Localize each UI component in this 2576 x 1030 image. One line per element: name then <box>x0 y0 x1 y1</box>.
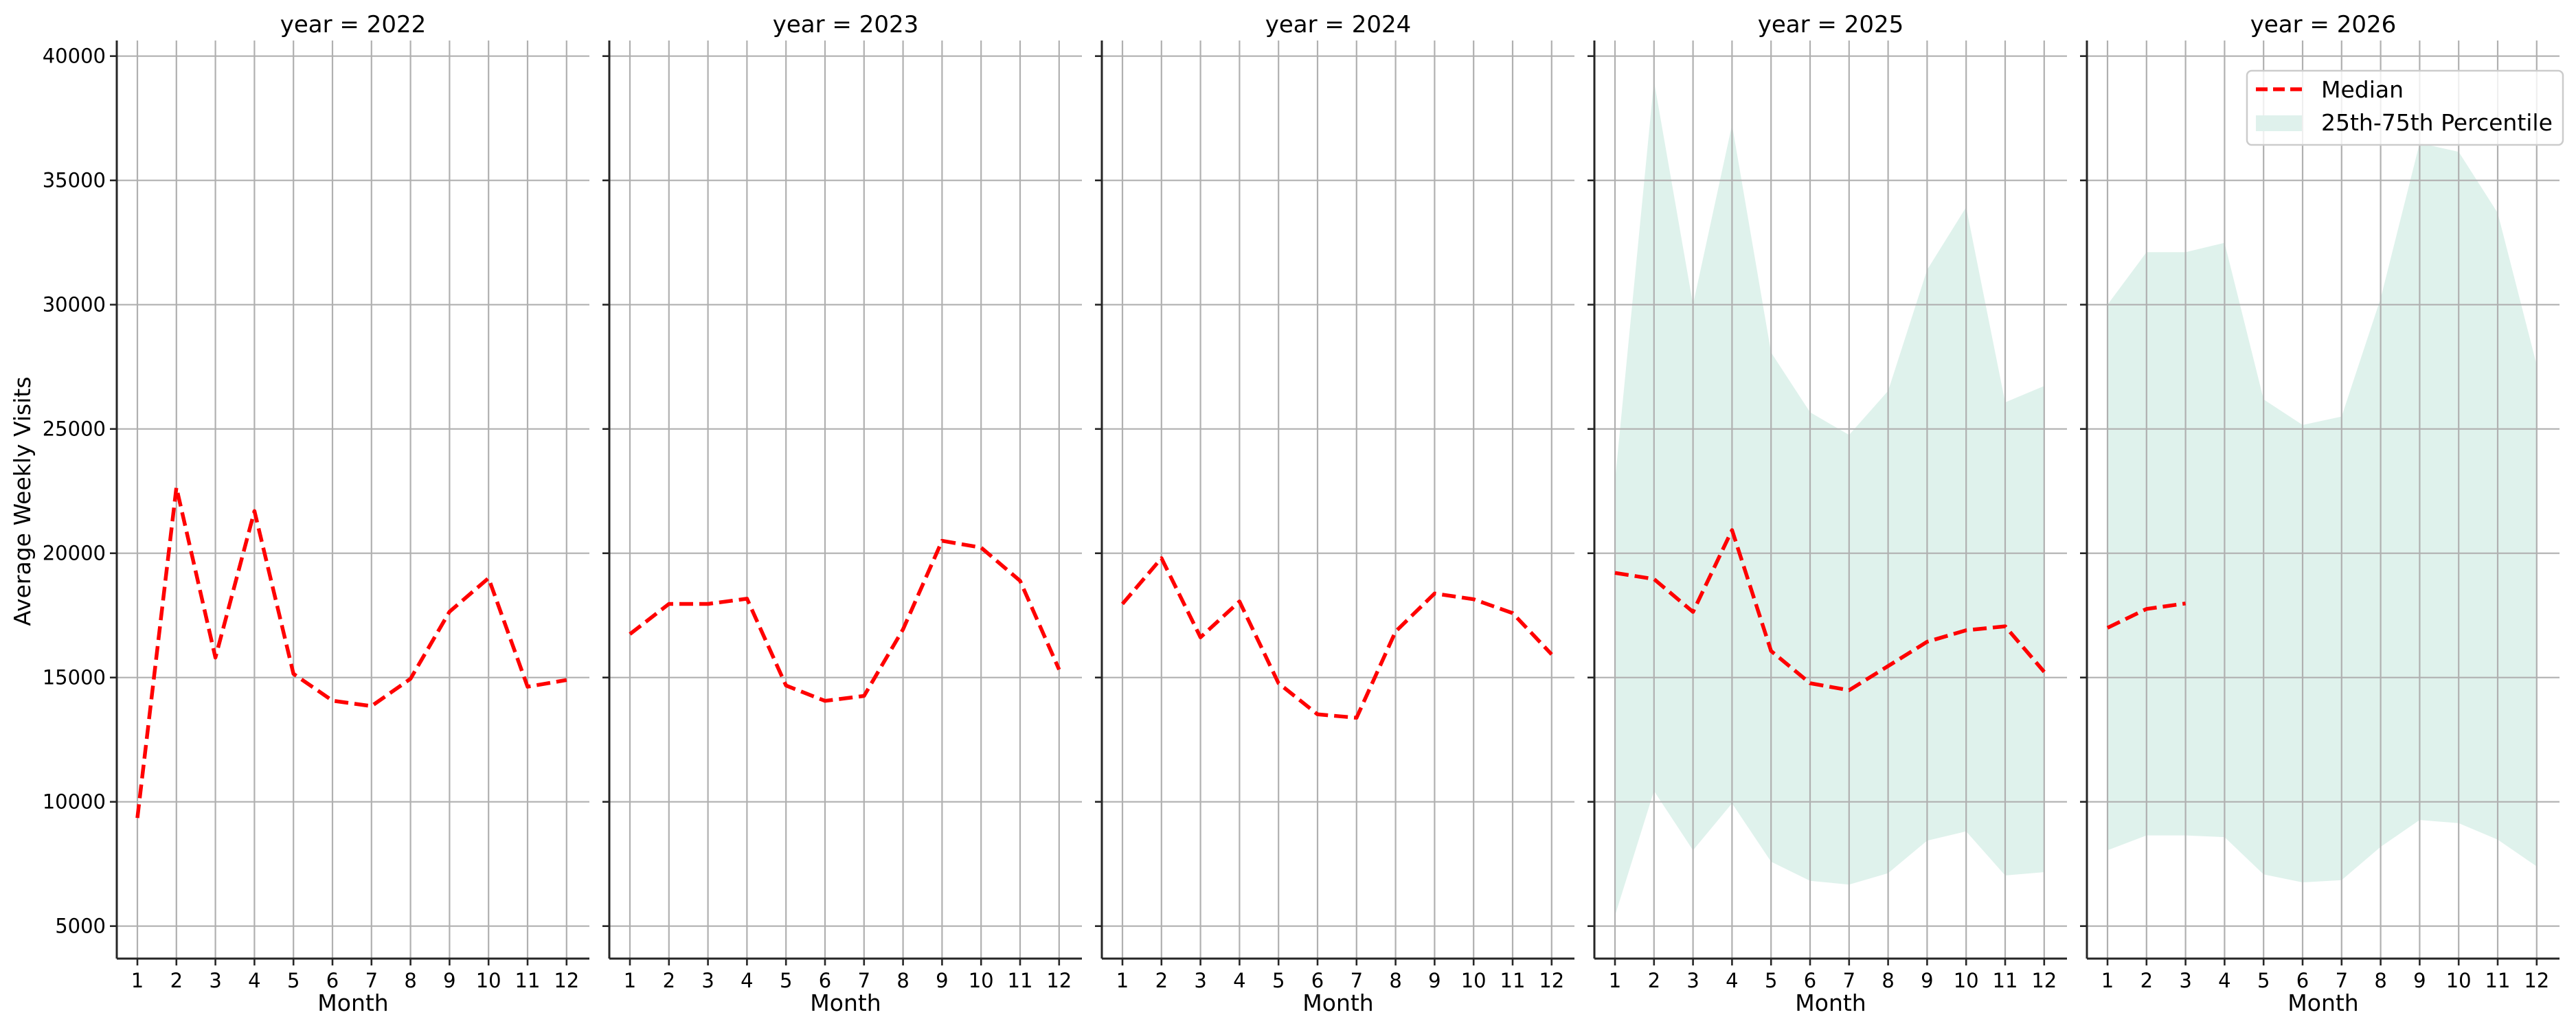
x-tick-label: 7 <box>1351 969 1363 992</box>
x-tick-label: 4 <box>741 969 753 992</box>
x-axis-label: Month <box>1795 989 1866 1016</box>
x-tick-label: 9 <box>1428 969 1440 992</box>
y-tick-label: 35000 <box>43 169 106 192</box>
x-tick-label: 9 <box>936 969 948 992</box>
x-tick-label: 8 <box>404 969 416 992</box>
panel-title: year = 2024 <box>1265 11 1411 38</box>
x-tick-label: 2 <box>663 969 675 992</box>
x-tick-label: 5 <box>287 969 300 992</box>
legend-band-label: 25th-75th Percentile <box>2321 109 2553 136</box>
x-tick-label: 12 <box>2524 969 2549 992</box>
x-tick-label: 10 <box>476 969 501 992</box>
x-tick-label: 5 <box>1765 969 1777 992</box>
x-tick-label: 6 <box>326 969 339 992</box>
percentile-band <box>1615 80 2044 916</box>
x-tick-label: 1 <box>2101 969 2114 992</box>
x-tick-label: 11 <box>1008 969 1033 992</box>
x-tick-label: 1 <box>131 969 144 992</box>
y-tick-label: 25000 <box>43 417 106 441</box>
median-line <box>2106 602 2186 630</box>
panel-title: year = 2023 <box>773 11 918 38</box>
x-tick-label: 2 <box>1155 969 1168 992</box>
x-tick-label: 10 <box>2446 969 2472 992</box>
x-tick-label: 4 <box>248 969 260 992</box>
median-line <box>629 538 1061 703</box>
y-axis-label: Average Weekly Visits <box>9 376 36 626</box>
x-tick-label: 6 <box>819 969 831 992</box>
x-tick-label: 10 <box>969 969 994 992</box>
x-tick-label: 11 <box>2485 969 2511 992</box>
y-tick-label: 20000 <box>43 542 106 565</box>
x-tick-label: 8 <box>1882 969 1894 992</box>
x-tick-label: 12 <box>1539 969 1564 992</box>
y-tick-label: 5000 <box>55 915 106 938</box>
legend-band-swatch-icon <box>2256 115 2302 131</box>
x-tick-label: 2 <box>170 969 183 992</box>
x-tick-label: 4 <box>2218 969 2230 992</box>
x-axis-label: Month <box>2287 989 2358 1016</box>
y-tick-label: 10000 <box>43 790 106 814</box>
x-tick-label: 7 <box>2336 969 2348 992</box>
x-axis-label: Month <box>1302 989 1373 1016</box>
x-tick-label: 8 <box>1389 969 1401 992</box>
x-tick-label: 11 <box>1993 969 2018 992</box>
x-tick-label: 7 <box>1843 969 1855 992</box>
y-tick-label: 30000 <box>43 293 106 317</box>
x-tick-label: 3 <box>209 969 221 992</box>
legend-median-label: Median <box>2321 76 2404 103</box>
legend-frame <box>2246 69 2564 146</box>
percentile-band <box>2108 143 2537 882</box>
x-axis-label: Month <box>317 989 388 1016</box>
x-axis-label: Month <box>810 989 881 1016</box>
x-tick-label: 2 <box>1648 969 1660 992</box>
x-tick-label: 1 <box>1116 969 1129 992</box>
facet-panel-2022: 5000 10000 15000 20000 25000 30000 35000 40000 1… <box>43 11 589 1016</box>
x-tick-label: 5 <box>780 969 792 992</box>
x-tick-label: 12 <box>2031 969 2057 992</box>
panel-title: year = 2025 <box>1758 11 1903 38</box>
x-tick-label: 3 <box>1194 969 1206 992</box>
chart-panels: 5000 10000 15000 20000 25000 30000 35000 40000 1… <box>43 11 2560 1016</box>
x-tick-label: 11 <box>515 969 541 992</box>
x-tick-label: 3 <box>1686 969 1699 992</box>
x-tick-label: 6 <box>1311 969 1324 992</box>
x-tick-label: 7 <box>858 969 870 992</box>
x-tick-label: 6 <box>1804 969 1816 992</box>
panel-title: year = 2026 <box>2250 11 2396 38</box>
x-tick-label: 8 <box>2374 969 2386 992</box>
y-tick-label: 40000 <box>43 45 106 68</box>
x-tick-label: 6 <box>2296 969 2309 992</box>
x-tick-label: 12 <box>554 969 579 992</box>
x-tick-label: 9 <box>2413 969 2426 992</box>
x-tick-label: 7 <box>365 969 378 992</box>
median-line <box>1120 556 1553 720</box>
x-tick-label: 10 <box>1954 969 1979 992</box>
legend: Median 25th-75th Percentile <box>2246 69 2564 146</box>
x-tick-label: 10 <box>1461 969 1487 992</box>
x-tick-label: 3 <box>2179 969 2191 992</box>
x-tick-label: 9 <box>1921 969 1933 992</box>
x-tick-label: 12 <box>1046 969 1072 992</box>
x-tick-label: 1 <box>624 969 636 992</box>
x-tick-label: 9 <box>443 969 455 992</box>
y-tick-label: 15000 <box>43 666 106 689</box>
x-tick-label: 8 <box>896 969 909 992</box>
x-tick-label: 1 <box>1609 969 1621 992</box>
x-tick-label: 5 <box>2257 969 2270 992</box>
x-tick-label: 11 <box>1500 969 1526 992</box>
median-line <box>135 485 567 819</box>
x-tick-label: 5 <box>1272 969 1285 992</box>
panel-title: year = 2022 <box>280 11 426 38</box>
x-tick-label: 3 <box>701 969 714 992</box>
x-tick-label: 4 <box>1726 969 1738 992</box>
x-tick-label: 4 <box>1233 969 1245 992</box>
x-tick-label: 2 <box>2140 969 2153 992</box>
median-line <box>1614 528 2046 692</box>
